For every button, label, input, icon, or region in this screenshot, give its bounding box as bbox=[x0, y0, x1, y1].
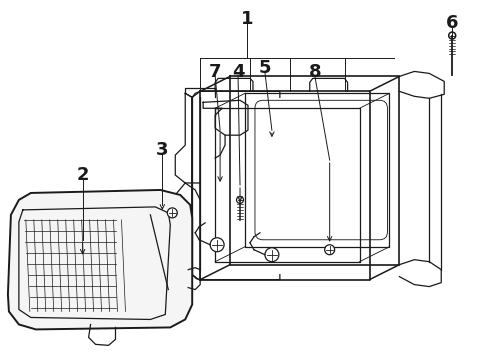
Text: 3: 3 bbox=[156, 141, 169, 159]
Circle shape bbox=[167, 208, 177, 218]
Text: 7: 7 bbox=[209, 63, 221, 81]
Text: 5: 5 bbox=[259, 59, 271, 77]
Text: 6: 6 bbox=[446, 14, 459, 32]
Text: 2: 2 bbox=[76, 166, 89, 184]
Text: 1: 1 bbox=[241, 10, 253, 28]
Text: 4: 4 bbox=[232, 63, 245, 81]
Text: 8: 8 bbox=[308, 63, 321, 81]
Circle shape bbox=[265, 248, 279, 262]
Circle shape bbox=[210, 238, 224, 252]
Polygon shape bbox=[8, 190, 192, 329]
Circle shape bbox=[325, 245, 335, 255]
